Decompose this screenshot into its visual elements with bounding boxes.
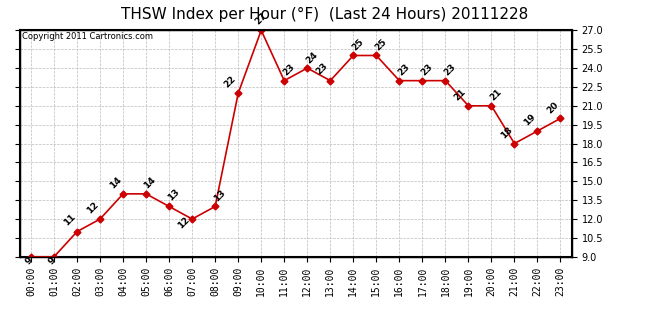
Text: 24: 24	[304, 50, 320, 65]
Text: 11: 11	[62, 213, 78, 228]
Text: 23: 23	[315, 62, 330, 77]
Text: 23: 23	[281, 62, 296, 78]
Text: 9: 9	[23, 256, 34, 267]
Text: 19: 19	[522, 113, 537, 128]
Text: 14: 14	[109, 175, 124, 190]
Text: 14: 14	[142, 175, 157, 190]
Text: 21: 21	[488, 87, 504, 103]
Text: 18: 18	[499, 125, 514, 140]
Text: 23: 23	[419, 62, 435, 78]
Text: Copyright 2011 Cartronics.com: Copyright 2011 Cartronics.com	[22, 32, 153, 41]
Text: 22: 22	[222, 74, 238, 89]
Text: 21: 21	[453, 87, 468, 103]
Text: 25: 25	[350, 37, 365, 52]
Text: 12: 12	[86, 200, 101, 215]
Text: 27: 27	[254, 11, 269, 26]
Text: 13: 13	[166, 187, 181, 203]
Text: 13: 13	[212, 188, 227, 203]
Text: 23: 23	[396, 62, 411, 78]
Text: 20: 20	[545, 100, 560, 115]
Text: 12: 12	[177, 215, 192, 230]
Text: 23: 23	[443, 62, 458, 78]
Text: 25: 25	[373, 37, 389, 52]
Text: THSW Index per Hour (°F)  (Last 24 Hours) 20111228: THSW Index per Hour (°F) (Last 24 Hours)…	[122, 7, 528, 22]
Text: 9: 9	[46, 256, 57, 267]
